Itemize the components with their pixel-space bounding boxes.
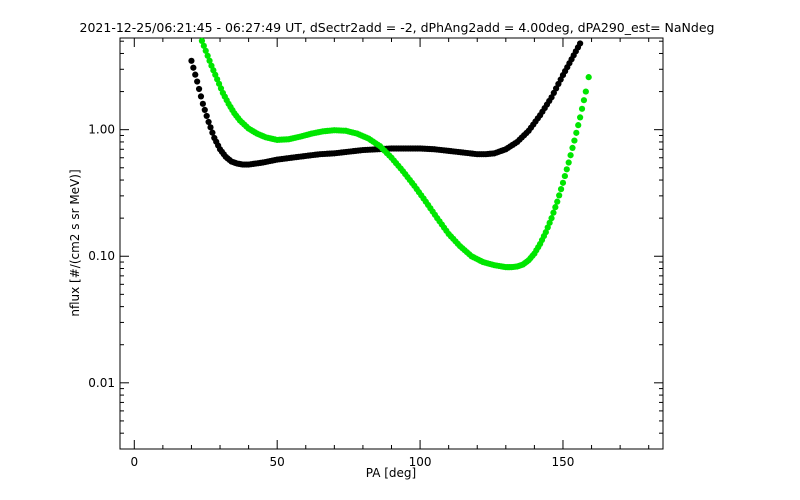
- data-point: [561, 172, 568, 180]
- y-tick-label: 0.10: [88, 249, 115, 263]
- data-point: [573, 129, 580, 136]
- series-layer: [188, 37, 592, 271]
- data-point: [192, 71, 199, 78]
- data-point: [575, 122, 582, 129]
- x-axis-label: PA [deg]: [366, 466, 416, 480]
- series-1: [198, 37, 592, 271]
- x-tick-label: 150: [552, 455, 575, 469]
- data-point: [205, 118, 212, 126]
- y-tick-label: 1.00: [88, 123, 115, 137]
- data-point: [188, 57, 195, 64]
- data-point: [569, 144, 576, 152]
- axis-ticks: 0 50 100 150 0.01 0.10 1.00: [88, 38, 663, 469]
- data-point: [559, 179, 567, 186]
- data-point: [199, 100, 206, 107]
- data-point: [195, 85, 203, 93]
- data-point: [204, 52, 211, 59]
- data-point: [201, 106, 208, 113]
- data-point: [556, 192, 563, 199]
- chart-title: 2021-12-25/06:21:45 - 06:27:49 UT, dSect…: [80, 20, 715, 35]
- data-point: [190, 64, 197, 71]
- data-point: [580, 97, 588, 104]
- y-axis-label: nflux [#/(cm2 s sr MeV)]: [68, 169, 82, 316]
- x-tick-label: 100: [409, 455, 432, 469]
- data-point: [578, 105, 586, 112]
- data-point: [207, 124, 214, 131]
- x-tick-label: 0: [130, 455, 138, 469]
- data-point: [585, 74, 592, 81]
- series-0: [188, 40, 584, 168]
- data-point: [194, 78, 201, 85]
- data-point: [546, 219, 553, 226]
- data-point: [200, 42, 207, 49]
- data-point: [554, 198, 561, 205]
- data-point: [550, 209, 557, 216]
- data-point: [567, 152, 574, 159]
- data-point: [544, 224, 551, 231]
- data-point: [209, 129, 216, 136]
- data-point: [542, 229, 549, 236]
- data-point: [565, 159, 572, 166]
- data-point: [563, 166, 570, 173]
- data-point: [571, 137, 578, 144]
- data-point: [206, 57, 213, 64]
- data-point: [202, 47, 209, 54]
- data-point: [197, 93, 205, 100]
- data-point: [582, 88, 589, 95]
- data-point: [557, 186, 565, 193]
- y-tick-label: 0.01: [88, 376, 115, 390]
- data-point: [577, 114, 584, 121]
- data-point: [198, 37, 206, 45]
- data-point: [203, 112, 210, 120]
- x-tick-label: 50: [270, 455, 285, 469]
- data-point: [577, 40, 584, 47]
- data-point: [548, 215, 555, 222]
- data-point: [552, 204, 559, 211]
